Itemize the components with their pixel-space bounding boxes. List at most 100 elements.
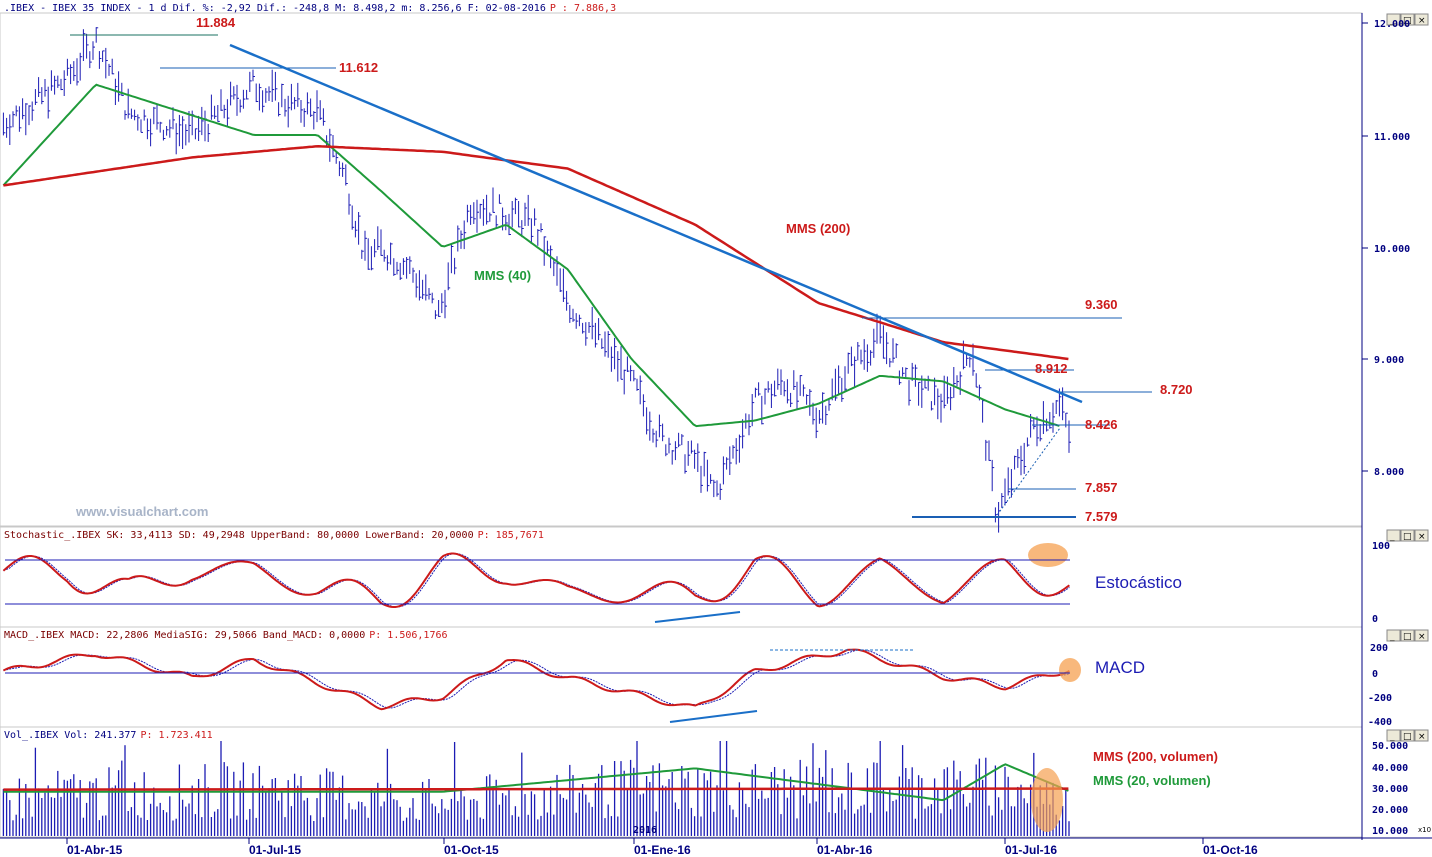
- price-bar: [28, 105, 31, 126]
- price-bar: [505, 215, 508, 231]
- minimize-button[interactable]: [1386, 629, 1401, 642]
- price-bar: [729, 446, 732, 475]
- close-button[interactable]: [1414, 529, 1429, 542]
- x-axis: 01-Abr-15 01-Jul-15 01-Oct-15 01-Ene-16 …: [66, 838, 1258, 857]
- y-tick-9000: 9.000: [1374, 355, 1404, 366]
- price-window-buttons[interactable]: _ □ ×: [1386, 13, 1429, 26]
- price-bar: [598, 318, 601, 341]
- price-bar: [310, 98, 313, 117]
- maximize-glyph: □: [1403, 16, 1412, 26]
- price-bar: [150, 118, 153, 147]
- minimize-button[interactable]: [1386, 729, 1401, 742]
- x-tick-jul16: 01-Jul-16: [1005, 843, 1057, 857]
- volume-series-layer: [2, 741, 1070, 836]
- price-panel[interactable]: [0, 12, 1363, 527]
- close-glyph: ×: [1418, 532, 1426, 542]
- price-bar: [166, 126, 169, 136]
- stochastic-window-buttons[interactable]: _ □ ×: [1386, 529, 1429, 542]
- price-bar: [380, 229, 383, 256]
- y-tick-12000: 12.000: [1374, 19, 1410, 30]
- maximize-glyph: □: [1403, 532, 1412, 542]
- maximize-button[interactable]: [1400, 629, 1415, 642]
- price-bar: [946, 376, 950, 404]
- price-bar: [409, 256, 412, 274]
- price-bar: [418, 270, 422, 301]
- price-bar: [918, 381, 921, 406]
- price-bar: [870, 350, 873, 366]
- price-bar: [1026, 437, 1030, 447]
- price-bar: [553, 259, 556, 277]
- stochastic-sk-line: [2, 552, 1070, 608]
- stochastic-panel[interactable]: [0, 526, 1363, 628]
- price-bar: [665, 444, 668, 457]
- price-bar: [655, 430, 659, 448]
- price-bar: [441, 293, 444, 314]
- price-bar: [684, 454, 687, 474]
- price-bar: [719, 483, 723, 500]
- close-button[interactable]: [1414, 629, 1429, 642]
- price-bar: [1017, 449, 1020, 468]
- price-bar: [422, 279, 425, 300]
- vol-tick-40000: 40.000: [1372, 763, 1408, 774]
- price-bar: [966, 353, 969, 366]
- price-bar: [780, 369, 783, 395]
- price-bar: [370, 246, 374, 271]
- price-bar: [639, 375, 643, 405]
- price-bar: [508, 213, 511, 236]
- price-bar: [799, 375, 803, 396]
- mms200-label: MMS (200): [786, 221, 850, 236]
- price-bar: [406, 257, 409, 279]
- stochastic-y-axis: 100 0: [1372, 541, 1390, 625]
- price-bar: [159, 121, 163, 133]
- price-bar: [796, 381, 799, 409]
- price-bar: [988, 440, 991, 461]
- price-bar: [268, 86, 271, 101]
- macd-divergence-line: [669, 710, 758, 723]
- maximize-button[interactable]: [1400, 13, 1415, 26]
- price-bar: [572, 308, 575, 322]
- price-bar: [895, 343, 899, 359]
- vol-tick-50000: 50.000: [1372, 741, 1408, 752]
- maximize-button[interactable]: [1400, 729, 1415, 742]
- close-button[interactable]: [1414, 13, 1429, 26]
- price-bar: [306, 92, 310, 115]
- price-bar: [470, 204, 473, 225]
- price-bar: [623, 369, 627, 395]
- macd-panel[interactable]: [0, 626, 1363, 728]
- price-bar: [223, 104, 227, 119]
- price-bar: [953, 367, 956, 398]
- price-bar: [284, 98, 287, 117]
- price-bar: [706, 459, 710, 492]
- price-bar: [937, 388, 940, 420]
- price-bar: [156, 104, 159, 130]
- price-bar: [50, 70, 54, 91]
- x-tick-abr15: 01-Abr-15: [67, 843, 123, 857]
- close-button[interactable]: [1414, 729, 1429, 742]
- price-bar: [649, 411, 652, 441]
- price-bar: [646, 407, 649, 435]
- minimize-button[interactable]: [1386, 529, 1401, 542]
- price-bar: [1023, 442, 1027, 474]
- maximize-glyph: □: [1403, 632, 1412, 642]
- maximize-button[interactable]: [1400, 529, 1415, 542]
- price-bar: [716, 480, 719, 497]
- minimize-button[interactable]: [1386, 13, 1401, 26]
- price-bar: [111, 58, 115, 75]
- price-bar: [361, 249, 364, 259]
- price-bar: [105, 47, 108, 79]
- price-bar: [127, 88, 131, 119]
- year-label: 2016: [633, 825, 657, 836]
- price-bar: [188, 111, 191, 143]
- price-bar: [226, 99, 230, 127]
- price-bar: [636, 378, 639, 391]
- close-glyph: ×: [1418, 732, 1426, 742]
- macd-window-buttons[interactable]: _ □ ×: [1386, 629, 1429, 642]
- price-bar: [652, 428, 655, 443]
- price-bar: [783, 381, 787, 397]
- volume-window-buttons[interactable]: _ □ ×: [1386, 729, 1429, 742]
- price-bar: [860, 349, 863, 365]
- price-bar: [735, 438, 739, 465]
- macd-tick-0: 0: [1372, 669, 1378, 680]
- price-bar: [841, 377, 844, 402]
